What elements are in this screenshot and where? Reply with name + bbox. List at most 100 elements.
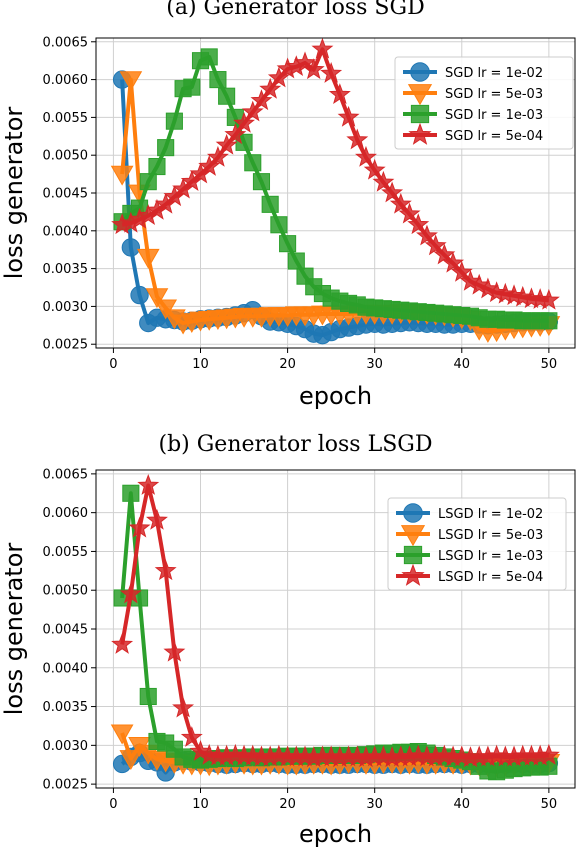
data-point [259,77,282,99]
x-tick-label: 10 [192,797,209,812]
axes-frame [95,469,576,789]
data-point [119,750,143,771]
legend-box [394,56,574,150]
legend-marker [403,503,423,523]
y-tick-label: 0.0050 [43,149,89,164]
x-tick-label: 0 [109,357,117,372]
data-point [122,484,140,502]
axes-frame [95,37,576,349]
data-point [121,238,141,257]
y-tick-label: 0.0055 [43,545,89,560]
series-layer [110,473,561,782]
data-point [241,100,264,122]
legend-label: SGD lr = 5e-04 [445,129,543,144]
data-point [157,139,175,157]
x-tick-label: 50 [541,797,558,812]
data-point [311,38,334,59]
data-point [537,288,560,310]
y-tick-label: 0.0045 [43,623,89,638]
legend-label: SGD lr = 1e-02 [445,66,543,81]
legend-marker [401,563,425,586]
legend-label: LSGD lr = 1e-02 [438,507,543,522]
y-tick-label: 0.0050 [43,584,89,599]
data-point [119,582,142,604]
y-tick-label: 0.0035 [43,262,89,277]
data-point [244,154,262,172]
x-tick-label: 50 [541,357,558,372]
legend-marker [410,62,430,82]
x-tick-label: 30 [366,797,383,812]
x-tick-label: 40 [454,357,471,372]
data-point [252,173,271,191]
data-point [372,170,395,192]
y-axis-label: loss generator [0,107,28,280]
x-axis-label: epoch [299,382,372,410]
legend: LSGD lr = 1e-02 LSGD lr = 5e-03 LSGD lr = … [387,497,567,591]
legend-box [387,497,567,591]
chart-title: (a) Generator loss SGD [166,0,424,20]
data-point [154,299,178,320]
legend-marker [410,104,430,124]
data-point [433,243,456,265]
y-tick-label: 0.0035 [43,700,89,715]
data-point [442,251,465,273]
y-tick-label: 0.0040 [43,661,89,676]
data-point [363,158,386,180]
legend-label: SGD lr = 5e-03 [445,87,543,102]
data-point [139,173,157,191]
data-point [261,195,279,213]
data-point [146,508,168,530]
data-point [450,260,473,282]
chart-title: (b) Generator loss LSGD [158,432,432,457]
data-point [206,145,229,167]
x-tick-label: 20 [279,797,296,812]
legend-label: LSGD lr = 1e-03 [438,549,543,564]
y-tick-label: 0.0025 [43,778,89,793]
data-point [139,687,157,706]
y-tick-label: 0.0040 [43,224,89,239]
data-point [415,224,438,246]
y-tick-label: 0.0060 [43,73,89,88]
data-point [218,87,236,105]
data-point [137,473,160,495]
legend-label: LSGD lr = 5e-03 [438,528,543,543]
x-tick-label: 40 [454,797,471,812]
data-point [424,234,447,256]
data-point [130,285,149,305]
data-point [200,48,218,66]
chart-1: (b) Generator loss LSGD 0 10 20 30 40 50 0.0025… [0,432,576,848]
data-point [165,112,183,130]
x-tick-label: 30 [366,357,383,372]
data-point [320,62,343,83]
data-point [172,696,195,718]
legend-label: LSGD lr = 5e-04 [438,570,543,585]
data-point [250,89,273,111]
data-point [355,145,377,167]
y-axis-label: loss generator [0,543,28,716]
data-point [128,516,151,538]
data-point [163,640,186,662]
legend-label: SGD lr = 1e-03 [445,108,543,123]
data-point [183,78,201,96]
y-tick-label: 0.0030 [43,739,89,754]
data-point [279,235,297,253]
data-point [270,216,288,234]
y-tick-label: 0.0060 [43,506,89,521]
data-point [110,165,134,186]
data-point [154,559,177,581]
y-tick-label: 0.0065 [43,467,89,482]
data-point [198,155,221,176]
data-point [215,133,238,155]
legend-marker [403,545,423,565]
data-point [148,157,166,176]
data-point [145,288,169,309]
data-point [398,202,421,224]
x-tick-label: 20 [279,357,296,372]
y-tick-label: 0.0045 [43,187,89,202]
data-point [110,724,134,745]
data-point [224,123,247,145]
x-tick-label: 10 [192,357,209,372]
y-tick-label: 0.0065 [43,35,89,50]
data-point [540,312,558,330]
y-tick-label: 0.0055 [43,111,89,126]
